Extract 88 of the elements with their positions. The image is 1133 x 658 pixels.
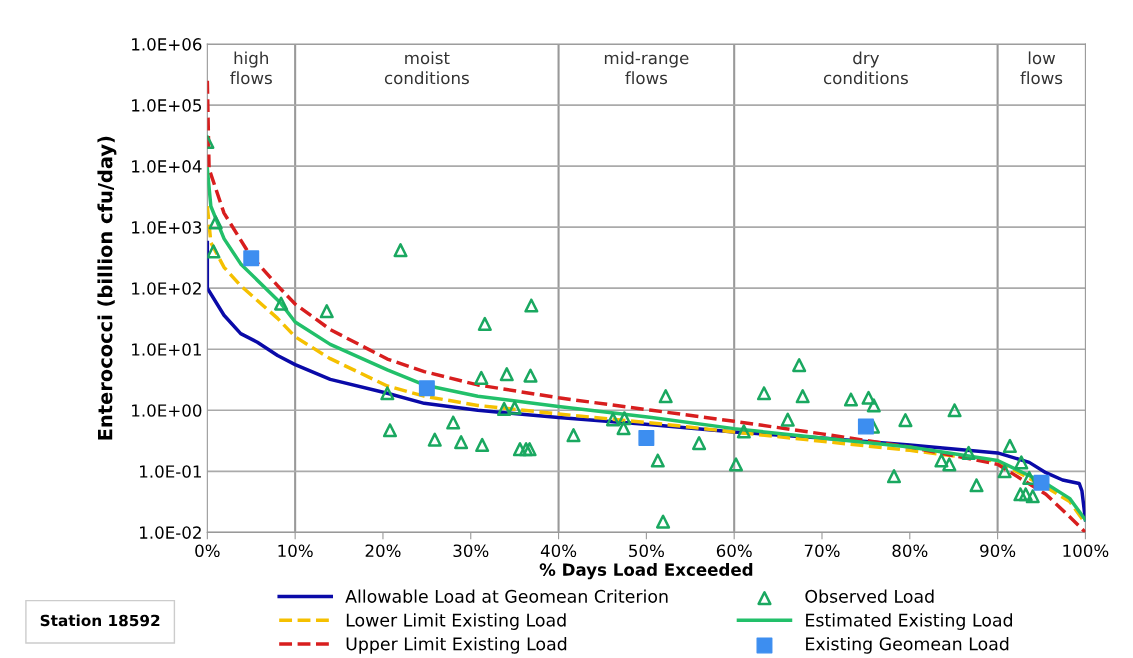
y-tick-label: 1.0E+00 (132, 404, 202, 417)
point (736, 424, 751, 439)
point (942, 457, 957, 472)
point (857, 418, 874, 435)
x-tick-label: 50% (629, 544, 664, 558)
point (446, 415, 461, 430)
legend-label: Allowable Load at Geomean Criterion (345, 589, 668, 603)
legend-label: Estimated Existing Load (806, 613, 1012, 630)
legend-label: Observed Load (805, 589, 934, 603)
point (1014, 455, 1029, 470)
point (566, 428, 581, 443)
point (656, 514, 671, 529)
x-tick-label: 100% (1063, 544, 1109, 558)
point (866, 398, 881, 413)
y-tick-label: 1.0E+04 (132, 160, 202, 173)
point (780, 412, 795, 427)
point (1025, 489, 1040, 504)
point (207, 244, 221, 259)
point (843, 392, 859, 407)
point (898, 413, 913, 428)
text: Station 18592 (40, 614, 160, 627)
point (650, 453, 665, 468)
point (243, 250, 260, 267)
point (947, 403, 962, 418)
point (380, 386, 395, 401)
point (861, 390, 876, 405)
point (692, 436, 707, 451)
point (475, 437, 490, 453)
y-tick-label: 1.0E+02 (132, 282, 201, 295)
point (638, 430, 655, 447)
point (477, 316, 492, 331)
point (728, 457, 743, 472)
point (961, 445, 976, 460)
point (617, 411, 632, 426)
point (427, 432, 442, 447)
x-tick-label: 40% (540, 544, 577, 558)
point (393, 243, 408, 258)
point (1002, 438, 1017, 454)
y-axis-title: Enterococci (billion cfu/day) (97, 136, 117, 440)
y-tick-label: 1.0E-02 (140, 526, 201, 539)
point (523, 368, 538, 383)
point (605, 412, 621, 427)
annotation: low flows (1020, 51, 1063, 85)
point (274, 296, 289, 311)
point (319, 304, 334, 319)
point (1018, 487, 1033, 502)
point (934, 453, 949, 468)
point (997, 464, 1012, 479)
x-tick-label: 70% (804, 544, 840, 558)
point (658, 389, 673, 404)
point (382, 423, 398, 438)
point (1033, 474, 1050, 491)
y-tick-label: 1.0E+01 (132, 343, 201, 356)
x-tick-label: 20% (365, 544, 401, 558)
point (969, 478, 984, 493)
x-tick-label: 90% (980, 544, 1016, 558)
point (418, 380, 435, 397)
legend-label: Lower Limit Existing Load (346, 613, 566, 630)
x-tick-label: 60% (716, 544, 752, 558)
annotation: high flows (230, 51, 272, 85)
point (208, 215, 223, 230)
legend-label: Upper Limit Existing Load (346, 636, 567, 654)
y-tick-label: 1.0E+03 (132, 221, 202, 234)
y-tick-label: 1.0E+05 (132, 99, 202, 112)
annotation: dry conditions (823, 51, 908, 85)
annotation: mid-range flows (604, 51, 689, 85)
point (507, 400, 522, 415)
point (792, 358, 807, 373)
point (454, 435, 469, 450)
x-tick-label: 10% (278, 544, 313, 558)
x-tick-label: 0% (195, 544, 220, 558)
legend-label: Existing Geomean Load (806, 636, 1009, 654)
point (512, 442, 527, 457)
x-tick-label: 30% (453, 544, 489, 558)
point (795, 389, 810, 404)
point (616, 421, 631, 436)
point (524, 298, 539, 313)
y-tick-label: 1.0E+06 (132, 38, 202, 51)
annotation: moist conditions (384, 51, 469, 85)
x-tick-label: 80% (892, 544, 928, 558)
point (499, 367, 514, 382)
y-tick-label: 1.0E-01 (140, 465, 201, 478)
point (1013, 487, 1028, 502)
point (886, 469, 902, 484)
x-axis-title: % Days Load Exceeded (539, 563, 753, 580)
point (474, 370, 489, 385)
point (756, 386, 772, 401)
point (497, 401, 512, 417)
